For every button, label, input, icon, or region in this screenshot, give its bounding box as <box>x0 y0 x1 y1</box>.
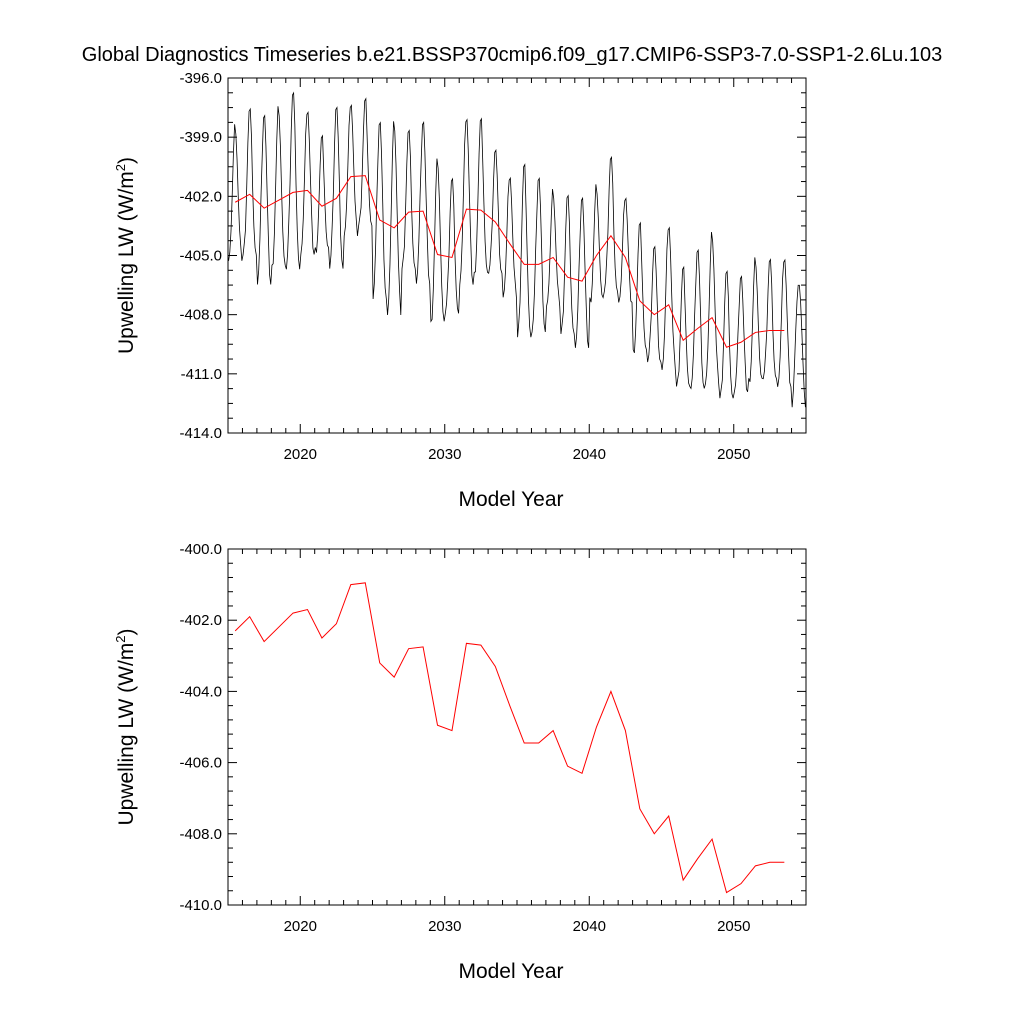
y-axis-title-main: Upwelling LW (W/m <box>115 643 138 826</box>
x-tick-marks <box>227 78 807 433</box>
y-axis-title-superscript: 2 <box>113 635 128 642</box>
x-axis-title: Model Year <box>458 488 563 511</box>
x-tick-marks <box>227 549 807 905</box>
y-tick-label: -402.0 <box>179 188 222 205</box>
y-axis-title-close: ) <box>115 628 138 635</box>
y-tick-label: -414.0 <box>179 425 222 442</box>
y-tick-label: -408.0 <box>179 307 222 324</box>
y-axis-title: Upwelling LW (W/m2) <box>113 157 138 354</box>
x-tick-label: 2040 <box>573 446 606 463</box>
y-tick-label: -400.0 <box>179 541 222 558</box>
y-tick-label: -411.0 <box>181 366 222 383</box>
x-tick-label: 2020 <box>284 918 317 935</box>
y-tick-label: -408.0 <box>179 826 222 843</box>
plot-frame <box>227 548 807 906</box>
y-tick-label: -406.0 <box>179 755 222 772</box>
x-tick-label: 2050 <box>717 918 750 935</box>
y-axis-title-main: Upwelling LW (W/m <box>115 171 138 354</box>
annual-mean-series-line <box>234 582 785 894</box>
annual-mean-series-line <box>234 175 785 348</box>
x-tick-label: 2040 <box>573 918 606 935</box>
top-panel: 2020 2030 2040 2050 -414.0 -411.0 -408.0 -405.0… <box>113 70 807 511</box>
bottom-panel: 2020 2030 2040 2050 -410.0 -408.0 -406.0 -404.0… <box>113 541 807 983</box>
y-tick-label: -396.0 <box>179 70 222 87</box>
y-tick-marks <box>228 77 806 434</box>
x-tick-label: 2050 <box>717 446 750 463</box>
x-tick-label: 2020 <box>284 446 317 463</box>
y-tick-label: -402.0 <box>179 612 222 629</box>
y-axis-title-superscript: 2 <box>113 164 128 171</box>
y-tick-label: -404.0 <box>179 683 222 700</box>
y-tick-marks <box>228 548 806 906</box>
y-tick-label: -405.0 <box>179 248 222 265</box>
monthly-series-line <box>228 91 806 408</box>
y-axis-title-close: ) <box>115 157 138 164</box>
y-tick-label: -399.0 <box>179 129 222 146</box>
y-axis-title: Upwelling LW (W/m2) <box>113 628 138 825</box>
x-tick-label: 2030 <box>428 918 461 935</box>
y-tick-label: -410.0 <box>179 897 222 914</box>
x-axis-title: Model Year <box>458 960 563 983</box>
plot-frame <box>227 77 807 434</box>
x-tick-label: 2030 <box>428 446 461 463</box>
page-title: Global Diagnostics Timeseries b.e21.BSSP… <box>81 44 943 66</box>
